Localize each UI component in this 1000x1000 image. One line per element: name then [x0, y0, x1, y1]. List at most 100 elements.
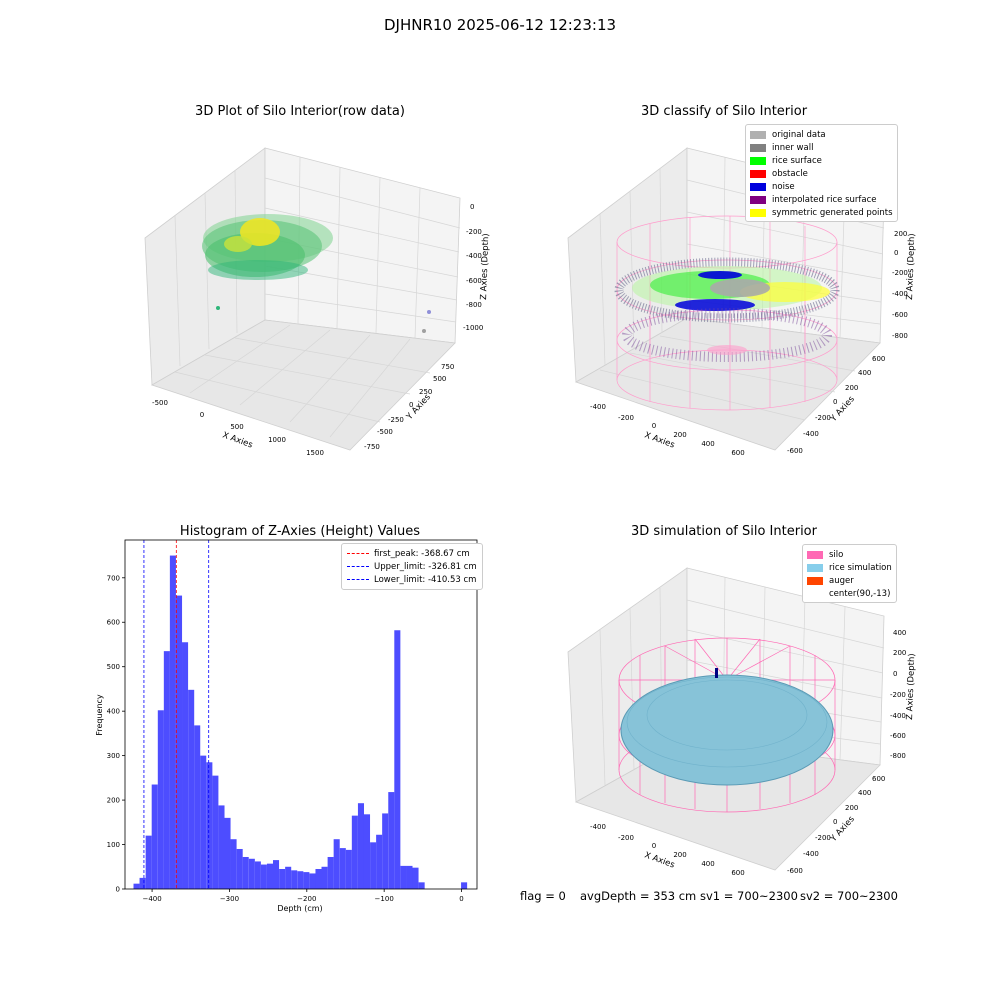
histogram-bar	[175, 595, 183, 889]
histogram-x-tick-label: −300	[220, 895, 239, 903]
histogram-bars	[133, 555, 468, 889]
histogram-bar	[303, 872, 310, 889]
histogram-y-tick-label: 100	[107, 841, 120, 849]
histogram-bar	[309, 873, 316, 889]
legend-swatch	[750, 130, 766, 139]
histogram-bar	[345, 849, 352, 889]
classify-3d-plot: -400 -200 0 200 400 600 600 400 200 0 -2…	[567, 147, 917, 457]
histogram-bar	[382, 813, 389, 889]
classify-y-tick: 0	[833, 398, 837, 406]
raw-z-tick: -800	[466, 301, 482, 309]
histogram-bar	[266, 863, 274, 889]
histogram-bar	[163, 651, 170, 889]
raw-outlier-point	[427, 310, 431, 314]
legend-item-symmetric-generated-points: symmetric generated points	[750, 206, 893, 219]
simulation-z-tick: 0	[893, 670, 897, 678]
simulation-y-tick: -600	[787, 867, 803, 875]
classify-legend: original data inner wall rice surface ob…	[745, 124, 898, 222]
histogram-y-tick-label: 400	[107, 708, 120, 716]
classify-x-tick: 200	[673, 431, 686, 439]
histogram-bar	[194, 725, 201, 889]
simulation-x-tick: 600	[731, 869, 744, 877]
raw-outlier-point	[216, 306, 220, 310]
histogram-frame	[124, 539, 478, 890]
histogram-title: Histogram of Z-Axies (Height) Values	[179, 524, 421, 539]
status-sv1: sv1 = 700~2300	[700, 889, 798, 903]
classify-z-tick: -400	[892, 290, 908, 298]
simulation-x-axis-label: X Axies	[643, 850, 676, 870]
legend-item-auger: auger	[807, 574, 892, 587]
histogram-y-tick-label: 600	[107, 619, 120, 627]
histogram-bar	[200, 755, 207, 889]
legend-item-interpolated-rice-surface: interpolated rice surface	[750, 193, 893, 206]
legend-item-original-data: original data	[750, 128, 893, 141]
legend-swatch	[750, 208, 766, 217]
classify-z-tick: 200	[894, 230, 907, 238]
histogram-bar	[248, 858, 255, 889]
legend-swatch	[807, 550, 823, 559]
histogram-x-axis-label: Depth (cm)	[277, 904, 322, 913]
histogram-bar	[333, 839, 340, 889]
histogram-bar	[260, 864, 267, 889]
histogram-bar	[236, 848, 243, 889]
histogram-bar	[351, 815, 358, 889]
legend-item-rice-surface: rice surface	[750, 154, 893, 167]
legend-label: Lower_limit: -410.53 cm	[374, 574, 477, 585]
histogram-bar	[224, 817, 231, 889]
simulation-y-tick: -200	[815, 834, 831, 842]
histogram-y-tick-label: 0	[116, 886, 120, 894]
raw-point-cloud	[202, 214, 333, 280]
histogram-bar	[370, 842, 377, 889]
classify-z-tick: -600	[892, 311, 908, 319]
histogram-bar	[315, 868, 322, 889]
legend-label: silo	[829, 549, 844, 560]
histogram-bar	[182, 642, 189, 889]
classify-plot-title: 3D classify of Silo Interior	[640, 104, 808, 119]
raw-x-tick: 500	[230, 423, 243, 431]
histogram-bar	[388, 792, 395, 889]
legend-label: center(90,-13)	[829, 588, 891, 599]
legend-item-lower-limit: Lower_limit: -410.53 cm	[347, 573, 477, 586]
legend-swatch	[750, 143, 766, 152]
raw-z-axis-label: Z Axies (Depth)	[479, 233, 491, 300]
simulation-x-tick: -200	[618, 834, 634, 842]
legend-item-first-peak: first_peak: -368.67 cm	[347, 547, 477, 560]
histogram-bar	[400, 865, 407, 889]
histogram-y-axis-label: Frequency	[95, 694, 104, 736]
histogram-bar	[297, 871, 304, 889]
classify-y-tick: 200	[845, 384, 858, 392]
simulation-z-axis-label: Z Axies (Depth)	[905, 653, 917, 720]
histogram-bar	[139, 877, 146, 889]
raw-y-tick: -500	[377, 428, 393, 436]
histogram-y-ticks: 0 100 200 300 400 500 600 700	[107, 574, 125, 894]
legend-label: interpolated rice surface	[772, 194, 877, 205]
raw-x-tick: 0	[200, 411, 204, 419]
simulation-x-tick: 0	[652, 842, 656, 850]
histogram-bar	[242, 856, 249, 889]
simulation-x-tick: -400	[590, 823, 606, 831]
simulation-y-tick: 600	[872, 775, 885, 783]
raw-x-tick: -500	[152, 399, 168, 407]
histogram-x-tick-label: 0	[459, 895, 463, 903]
simulation-z-tick: -600	[890, 732, 906, 740]
histogram-bar	[188, 689, 195, 889]
raw-outlier-point	[422, 329, 426, 333]
classify-y-tick: -200	[815, 414, 831, 422]
classify-x-axis-label: X Axies	[643, 430, 676, 450]
simulation-auger	[715, 668, 718, 678]
raw-z-tick: -1000	[463, 324, 483, 332]
legend-swatch	[750, 195, 766, 204]
histogram-chart: −400 −300 −200 −100 0 0 100 200 300 400 500 600 700…	[95, 539, 478, 913]
raw-z-tick: -400	[466, 252, 482, 260]
histogram-bar	[254, 861, 261, 889]
classify-z-tick: 0	[894, 249, 898, 257]
classify-y-tick: 600	[872, 355, 885, 363]
raw-plot-title: 3D Plot of Silo Interior(row data)	[195, 104, 405, 119]
simulation-3d-plot: -400 -200 0 200 400 600 600 400 200 0 -2…	[567, 567, 917, 877]
legend-item-rice-simulation: rice simulation	[807, 561, 892, 574]
histogram-bar	[157, 710, 164, 889]
histogram-y-tick-label: 500	[107, 663, 120, 671]
simulation-x-tick: 200	[673, 851, 686, 859]
simulation-y-tick: 200	[845, 804, 858, 812]
simulation-z-tick: -200	[890, 691, 906, 699]
